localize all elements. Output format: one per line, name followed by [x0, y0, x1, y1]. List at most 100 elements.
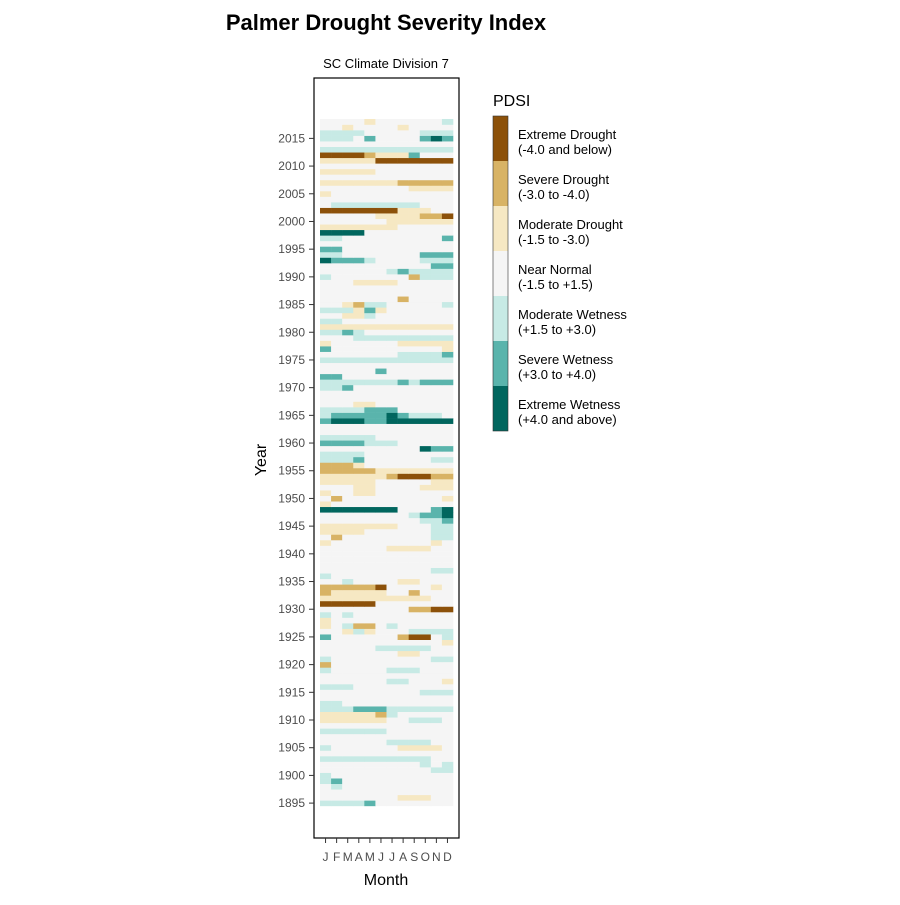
cell [441, 440, 454, 447]
cell [408, 573, 421, 580]
cell [419, 684, 432, 690]
cell [397, 179, 409, 186]
cell [364, 490, 376, 496]
cell [386, 667, 398, 674]
cell [375, 611, 387, 618]
cell [397, 434, 409, 441]
cell [375, 340, 387, 347]
cell [430, 501, 443, 508]
cell [419, 800, 432, 807]
cell [375, 800, 387, 807]
cell [342, 268, 354, 275]
cell [430, 706, 443, 713]
cell [353, 578, 365, 585]
cell [397, 268, 409, 275]
cell [375, 290, 387, 297]
cell [320, 407, 332, 413]
cell [397, 279, 409, 286]
y-tick-label: 1975 [278, 353, 305, 367]
cell [386, 645, 398, 652]
cell [441, 418, 454, 424]
cell [375, 600, 387, 607]
cell [331, 379, 343, 386]
cell [397, 695, 409, 701]
cell [331, 434, 343, 441]
cell [364, 756, 376, 762]
cell [408, 429, 421, 436]
cell [430, 202, 443, 208]
cell [419, 235, 432, 242]
cell [430, 539, 443, 546]
cell [331, 467, 343, 474]
cell [331, 645, 343, 652]
cell [320, 318, 332, 325]
cell [419, 750, 432, 757]
cell [441, 285, 454, 292]
cell [441, 318, 454, 325]
cell [386, 440, 398, 447]
cell [364, 639, 376, 646]
cell [364, 451, 376, 458]
cell [320, 506, 332, 513]
cell [430, 390, 443, 397]
cell [364, 656, 376, 663]
cell [419, 207, 432, 214]
y-axis-label: Year [253, 443, 270, 476]
cell [419, 407, 432, 413]
y-tick-label: 1955 [278, 464, 305, 478]
cell [441, 772, 454, 779]
legend-swatch [493, 251, 508, 296]
cell [397, 412, 409, 419]
cell [320, 639, 332, 646]
cell [397, 318, 409, 325]
cell [419, 667, 432, 674]
cell [430, 589, 443, 596]
cell [408, 141, 421, 147]
cell [320, 717, 332, 724]
cell [342, 362, 354, 369]
cell [386, 650, 398, 657]
cell [386, 739, 398, 746]
cell [430, 800, 443, 807]
cell [408, 218, 421, 225]
cell [320, 368, 332, 375]
cell [419, 733, 432, 740]
cell [419, 512, 432, 519]
cell [441, 135, 454, 142]
cell [397, 778, 409, 785]
cell [408, 589, 421, 596]
cell [430, 135, 443, 142]
cell [331, 534, 343, 541]
cell [430, 628, 443, 635]
cell [397, 661, 409, 668]
cell [375, 517, 387, 524]
cell [320, 589, 332, 596]
cell [430, 379, 443, 386]
cell [408, 462, 421, 469]
cell [397, 484, 409, 491]
cell [364, 135, 376, 142]
cell [441, 756, 454, 762]
cell [386, 418, 398, 424]
cell [408, 606, 421, 613]
cell [353, 656, 365, 663]
cell [320, 490, 332, 496]
cell [397, 368, 409, 375]
cell [342, 434, 354, 441]
cell [353, 722, 365, 729]
cell [320, 135, 332, 142]
cell [353, 191, 365, 197]
cell [331, 429, 343, 436]
cell [331, 290, 343, 297]
cell [408, 578, 421, 585]
cell [375, 329, 387, 336]
cell [419, 695, 432, 701]
cell [364, 634, 376, 640]
cell [331, 528, 343, 535]
cell [320, 312, 332, 319]
cell [430, 163, 443, 170]
cell [408, 722, 421, 729]
cell [430, 722, 443, 729]
cell [430, 490, 443, 496]
cell [441, 163, 454, 170]
